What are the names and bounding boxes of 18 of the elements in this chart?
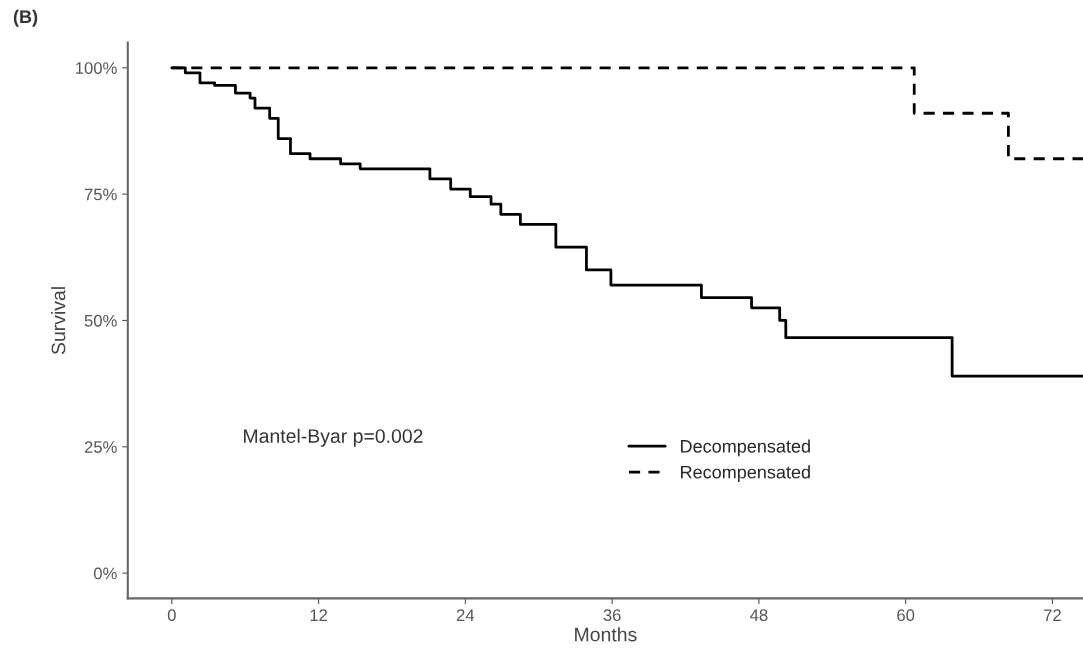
x-tick-label: 48 — [750, 609, 768, 622]
y-tick-label: 25% — [84, 441, 117, 453]
y-tick-label: 100% — [76, 62, 117, 74]
legend-label: Decompensated — [681, 439, 810, 457]
x-tick-label: 72 — [1044, 609, 1061, 621]
x-tick-label: 60 — [897, 609, 915, 622]
annotation: Mantel-Byar p=0.002 — [244, 428, 423, 447]
x-tick-label: 0 — [167, 609, 176, 622]
y-axis-title: Survival — [51, 287, 66, 355]
x-axis-title: Months — [575, 627, 637, 642]
y-tick-label: 0% — [93, 567, 117, 580]
x-tick-label: 36 — [603, 609, 621, 622]
x-tick-label: 24 — [456, 609, 475, 621]
y-tick-label: 50% — [84, 314, 117, 327]
chart-title: (B) — [13, 9, 38, 27]
y-tick-label: 75% — [84, 188, 117, 201]
x-tick-label: 12 — [310, 609, 328, 621]
legend-label: Recompensated — [681, 465, 810, 483]
